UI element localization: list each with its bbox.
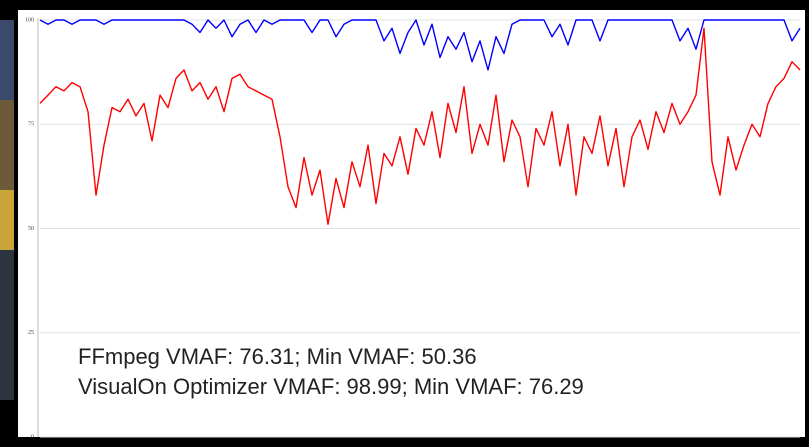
- page: 0 25 50 75 100 FFmpeg VMAF: 76.31; Min VMAF: …: [0, 0, 809, 447]
- side-strip: [0, 20, 14, 100]
- y-tick-label: 25: [28, 330, 34, 336]
- plot-background: [18, 10, 805, 437]
- side-strip: [0, 190, 14, 250]
- side-strip: [0, 100, 14, 190]
- y-tick-label: 50: [28, 226, 34, 232]
- side-strip: [0, 250, 14, 400]
- annotation: VisualOn Optimizer VMAF: 98.99; Min VMAF…: [78, 374, 584, 399]
- annotation: FFmpeg VMAF: 76.31; Min VMAF: 50.36: [78, 344, 477, 369]
- y-tick-label: 100: [25, 17, 34, 23]
- y-tick-label: 75: [28, 122, 34, 128]
- chart: 0 25 50 75 100 FFmpeg VMAF: 76.31; Min VMAF: …: [0, 0, 809, 447]
- y-tick-label: 0: [31, 434, 34, 440]
